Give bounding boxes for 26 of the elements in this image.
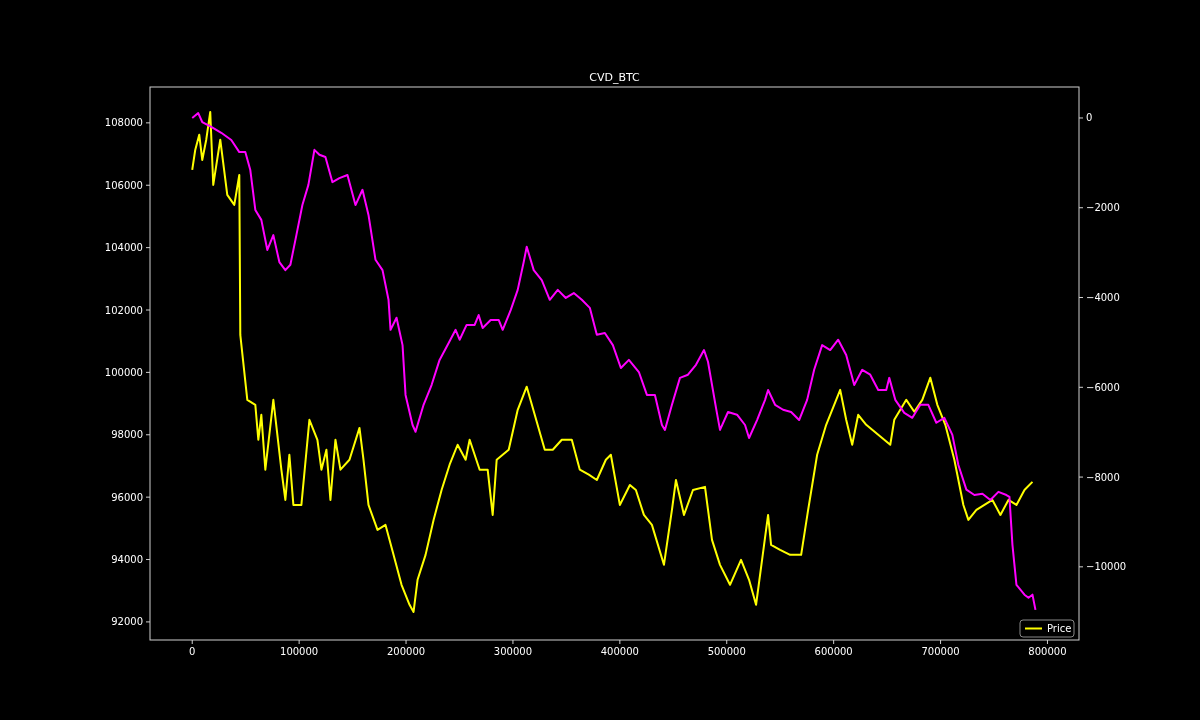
y2-tick-label: −8000 <box>1086 471 1120 483</box>
x-tick-label: 0 <box>189 646 196 657</box>
y2-tick-label: 0 <box>1086 112 1093 124</box>
y2-tick-label: −4000 <box>1086 292 1120 304</box>
x-tick-label: 500000 <box>707 646 746 657</box>
x-tick-label: 200000 <box>386 646 426 657</box>
y-tick-label: 98000 <box>111 429 143 441</box>
x-tick-label: 300000 <box>493 646 533 657</box>
x-tick-label: 700000 <box>921 646 960 657</box>
legend-label: Price <box>1047 623 1072 634</box>
x-tick-label: 800000 <box>1028 646 1067 657</box>
chart-title: CVD_BTC <box>589 71 641 84</box>
y-tick-label: 106000 <box>104 179 143 191</box>
y2-tick-label: −6000 <box>1086 381 1120 393</box>
y-tick-label: 96000 <box>111 491 143 503</box>
y2-tick-label: −2000 <box>1086 202 1120 214</box>
y-tick-label: 108000 <box>104 117 143 129</box>
y-tick-label: 102000 <box>104 304 143 316</box>
y2-tick-label: −10000 <box>1086 561 1127 573</box>
y-tick-label: 92000 <box>111 616 143 628</box>
x-tick-label: 100000 <box>280 646 319 657</box>
y-tick-label: 100000 <box>104 366 143 378</box>
y-tick-label: 104000 <box>104 242 143 254</box>
y-tick-label: 94000 <box>111 554 143 566</box>
x-tick-label: 600000 <box>814 646 853 657</box>
x-tick-label: 400000 <box>600 646 639 657</box>
